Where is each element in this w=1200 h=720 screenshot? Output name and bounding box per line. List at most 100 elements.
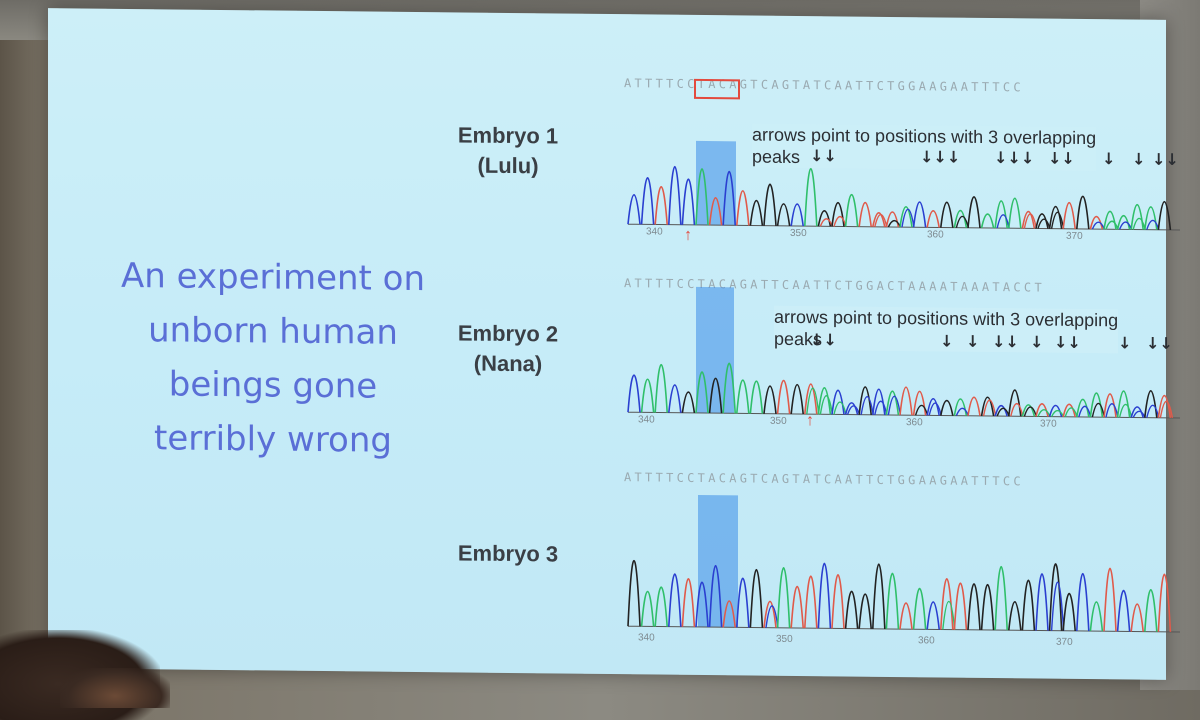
overlapping-peak [955, 407, 970, 417]
chromatogram-peak [1048, 404, 1063, 417]
chromatogram-peak [695, 371, 709, 414]
mutation-highlight [696, 286, 734, 414]
chromatogram-peak [912, 588, 927, 630]
embryo-1-peaks [627, 140, 1180, 231]
chromatogram-peak [749, 569, 764, 628]
chromatogram-peak [776, 567, 791, 628]
chromatogram-peak [1157, 573, 1172, 632]
chromatogram-peak [804, 383, 818, 415]
overlapping-peak [1118, 221, 1133, 230]
chromatogram-peak [844, 193, 859, 227]
chromatogram-peak [899, 602, 913, 630]
chromatogram-peak [885, 572, 900, 630]
chromatogram-peak [1103, 393, 1117, 418]
overlapping-peak [1132, 217, 1146, 230]
overlapping-peak [819, 218, 834, 227]
overlapping-peak [1105, 403, 1119, 418]
embryo-2-tick-340: 340 [638, 414, 655, 426]
embryo-3-tick-360: 360 [918, 635, 935, 647]
chromatogram-peak [708, 377, 723, 414]
chromatogram-peak [940, 577, 954, 630]
chromatogram-peak [1048, 563, 1063, 631]
chromatogram-peak [980, 396, 995, 417]
chromatogram-peak [994, 404, 1008, 417]
overlapping-peak [1037, 218, 1051, 229]
embryo-2-peaks [627, 286, 1180, 419]
chromatogram-peak [831, 574, 845, 629]
chromatogram-peak [1089, 601, 1104, 632]
embryo-1-nickname: (Lulu) [477, 152, 539, 179]
embryo-2-label: Embryo 2 (Nana) [418, 318, 598, 380]
chromatogram-peak [967, 583, 981, 630]
embryo-1-tick-340: 340 [646, 226, 663, 238]
projection-screen: An experiment on unborn human beings gon… [48, 8, 1180, 680]
embryo-1-tick-360: 360 [927, 229, 944, 241]
chromatogram-peak [1062, 202, 1076, 229]
chromatogram-peak [1021, 210, 1036, 229]
overlapping-peak [928, 402, 942, 416]
chromatogram-peak [668, 573, 682, 627]
chromatogram-peak [1144, 589, 1158, 632]
chromatogram-peak [654, 363, 668, 413]
chromatogram-peak [831, 389, 845, 415]
embryo-2-arrows-c: ↓ [966, 331, 980, 351]
overlapping-peak [1010, 402, 1024, 417]
chromatogram-peak [831, 202, 845, 227]
baseline-axis [628, 223, 1180, 231]
chromatogram-peak [681, 391, 696, 414]
chromatogram-peak [749, 380, 764, 414]
chromatogram-peak [1008, 601, 1022, 631]
overlapping-peak [955, 215, 970, 228]
overlapping-peak [1037, 409, 1051, 417]
overlapping-peak [1023, 406, 1038, 417]
overlapping-peak [1050, 581, 1065, 631]
embryo-2-tick-370: 370 [1040, 418, 1057, 430]
chromatogram-peak [1116, 214, 1131, 230]
chromatogram-peak [1130, 603, 1144, 632]
overlapping-peak [1078, 405, 1092, 418]
overlapping-peak [1050, 409, 1065, 418]
embryo-2-arrows-e: ↓ [1030, 332, 1044, 352]
chromatogram-peak [926, 601, 940, 630]
embryo-1-name: Embryo 1 [457, 122, 559, 149]
overlapping-peak [982, 399, 997, 417]
embryo-1-arrows-b: ↓↓↓ [920, 147, 961, 167]
chromatogram-peak [1076, 195, 1090, 230]
chromatogram-peak [749, 200, 764, 226]
chromatogram-peak [885, 211, 900, 228]
chromatogram-peak [640, 176, 655, 225]
chromatogram-peak [994, 200, 1008, 229]
chromatogram-peak [872, 388, 886, 415]
embryo-2-arrows-b: ↓ [940, 331, 954, 351]
chromatogram-peak [817, 562, 832, 629]
chromatogram-peak [1035, 573, 1049, 631]
chromatogram-peak [1157, 201, 1172, 230]
embryo-2-arrows-g: ↓ [1118, 333, 1132, 353]
overlapping-peak [996, 407, 1010, 417]
chromatogram-peak [1008, 389, 1022, 417]
chromatogram-peak [1008, 197, 1022, 229]
chromatogram-peak [695, 168, 709, 226]
chromatogram-peak [1130, 406, 1144, 418]
chromatogram-peak [1130, 204, 1144, 230]
headline-line-1: An experiment on [120, 255, 426, 300]
embryo-1-arrows-e: ↓ [1102, 149, 1116, 169]
embryo-1-arrows-c: ↓↓↓ [994, 148, 1035, 168]
chromatogram-peak [1089, 215, 1104, 230]
embryo-1-tick-370: 370 [1066, 230, 1083, 242]
overlapping-peak [1091, 221, 1106, 230]
embryo-1-target-box [694, 78, 740, 100]
chromatogram-peak [722, 171, 736, 226]
overlapping-peak [887, 395, 902, 416]
embryo-3-tick-350: 350 [776, 633, 793, 645]
chromatogram-peak [1116, 590, 1131, 632]
overlapping-peak [1091, 402, 1106, 418]
chromatogram-peak [872, 212, 886, 228]
embryo-3-peaks [627, 494, 1180, 633]
chromatogram-peak [1144, 206, 1158, 230]
embryo-2-arrows-h: ↓↓ [1146, 333, 1173, 353]
chromatogram-peak [708, 197, 723, 226]
chromatogram-peak [681, 577, 696, 627]
chromatogram-peak [776, 203, 791, 227]
baseline-axis [628, 625, 1180, 633]
